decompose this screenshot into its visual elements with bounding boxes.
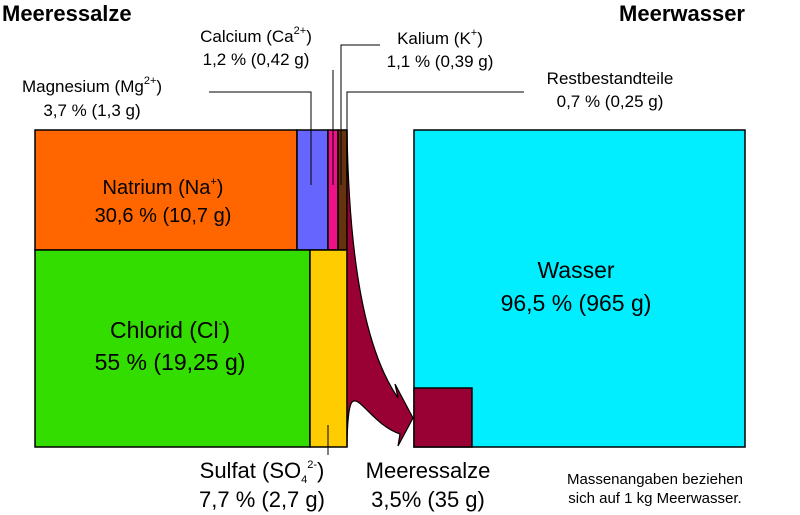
chlorid-charge: - <box>219 318 223 330</box>
kalium-label: Kalium (K+) <box>397 27 483 48</box>
natrium-value: 30,6 % (10,7 g) <box>95 205 232 227</box>
chlorid-value: 55 % (19,25 g) <box>95 349 246 375</box>
title-sea-water: Meerwasser <box>619 1 745 26</box>
calcium-name: Calcium (Ca <box>200 27 294 46</box>
sulfat-value: 7,7 % (2,7 g) <box>199 487 325 512</box>
magnesium-close: ) <box>156 77 162 96</box>
water-name: Wasser <box>537 257 614 283</box>
sea-salt-block <box>413 387 473 448</box>
transfer-arrow <box>346 129 414 448</box>
magnesium-label: Magnesium (Mg2+) <box>22 75 162 96</box>
calcium-value: 1,2 % (0,42 g) <box>203 50 310 69</box>
chlorid-block <box>34 249 311 448</box>
sulfat-block <box>309 249 348 448</box>
kalium-value: 1,1 % (0,39 g) <box>387 52 494 71</box>
sea-salt-name: Meeressalze <box>366 458 491 483</box>
magnesium-charge: 2+ <box>144 75 157 87</box>
natrium-name: Natrium (Na <box>103 177 212 199</box>
water-value: 96,5 % (965 g) <box>501 290 652 316</box>
natrium-label: Natrium (Na+) <box>103 176 224 199</box>
kalium-close: ) <box>477 29 483 48</box>
note-line-1: Massenangaben beziehen <box>567 471 743 488</box>
rest-leader <box>346 91 524 185</box>
note-line-2: sich auf 1 kg Meerwasser. <box>568 490 741 507</box>
chlorid-close: ) <box>222 317 230 343</box>
calcium-label: Calcium (Ca2+) <box>200 25 312 46</box>
rest-name: Restbestandteile <box>547 69 674 88</box>
chlorid-name: Chlorid (Cl <box>110 317 219 343</box>
natrium-charge: + <box>210 176 216 188</box>
magnesium-leader <box>209 91 312 185</box>
sulfat-label: Sulfat (SO42-) <box>200 458 325 486</box>
sulfat-sub: 4 <box>301 474 307 486</box>
kalium-charge: + <box>471 27 477 39</box>
sulfat-charge: 2- <box>307 459 317 471</box>
magnesium-value: 3,7 % (1,3 g) <box>43 101 140 120</box>
sulfat-close: ) <box>317 458 324 483</box>
natrium-block <box>34 129 298 251</box>
title-sea-salts: Meeressalze <box>2 1 132 26</box>
magnesium-name: Magnesium (Mg <box>22 77 144 96</box>
sea-salt-value: 3,5% (35 g) <box>371 487 485 512</box>
chlorid-label: Chlorid (Cl-) <box>110 317 230 343</box>
rest-block <box>337 129 348 251</box>
kalium-leader <box>340 44 380 185</box>
rest-value: 0,7 % (0,25 g) <box>557 92 664 111</box>
calcium-close: ) <box>306 27 312 46</box>
sulfat-name: Sulfat (SO <box>200 458 301 483</box>
kalium-name: Kalium (K <box>397 29 471 48</box>
calcium-charge: 2+ <box>294 25 307 37</box>
natrium-close: ) <box>217 177 224 199</box>
magnesium-block <box>296 129 329 251</box>
